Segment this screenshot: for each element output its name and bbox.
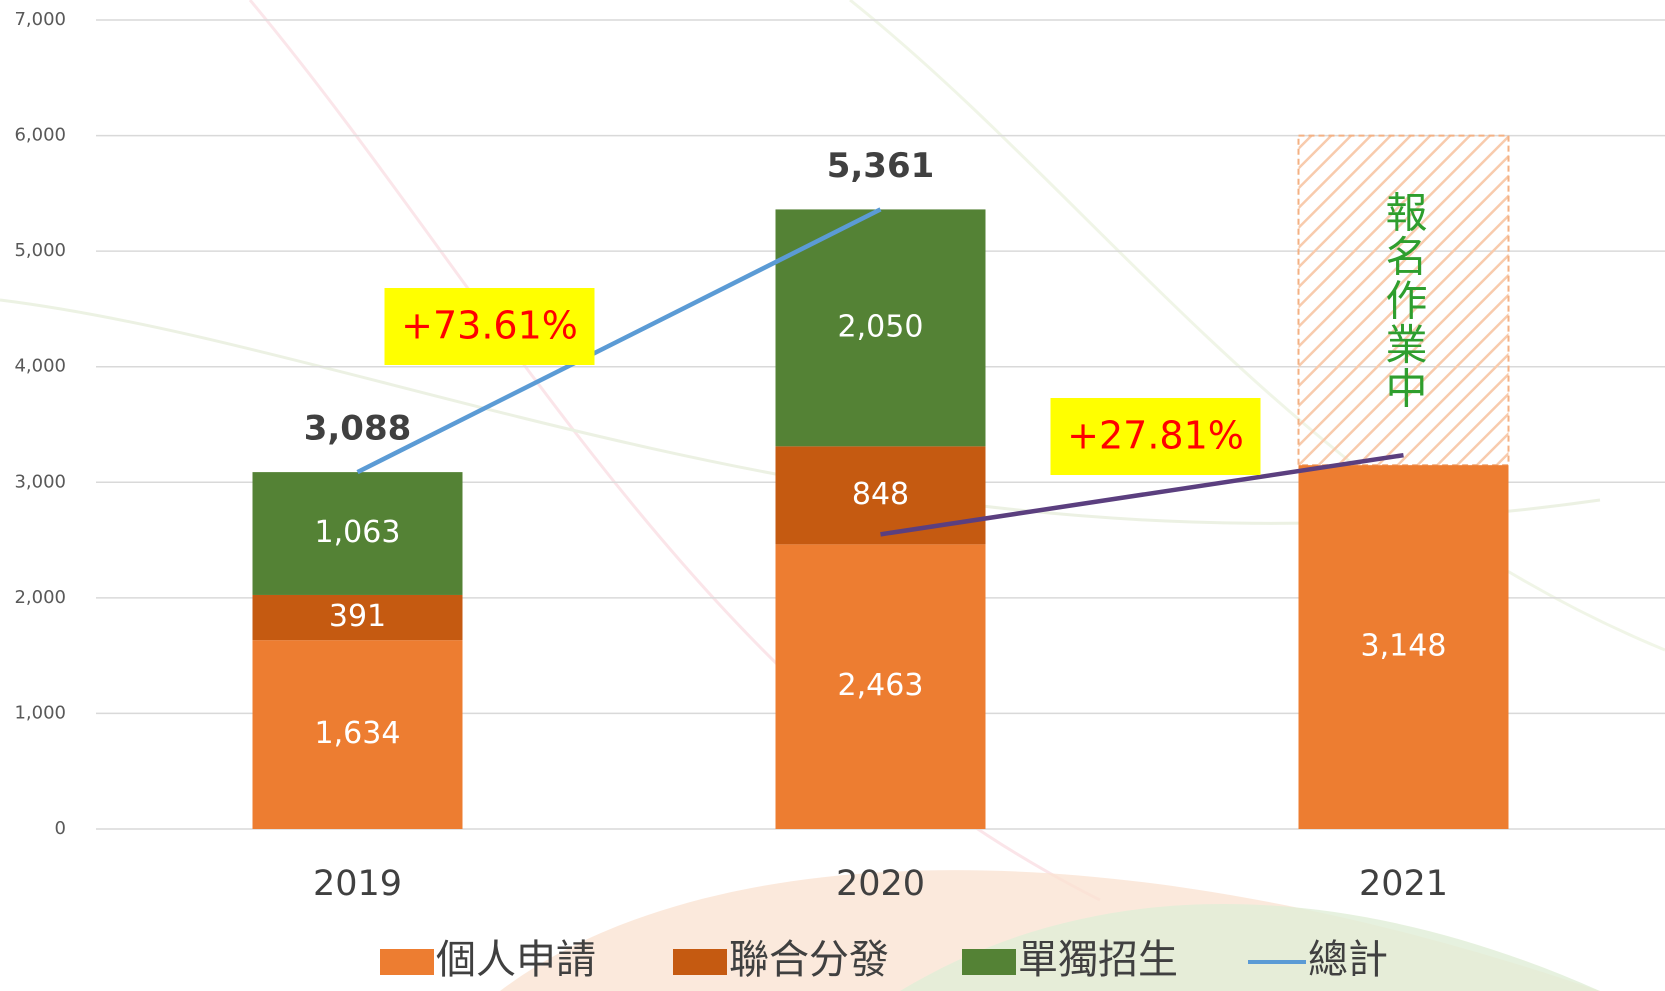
x-tick-label: 2020 (836, 864, 925, 904)
legend-label: 聯合分發 (729, 937, 889, 983)
total-label: 3,088 (304, 409, 412, 449)
data-label: 391 (329, 599, 386, 634)
data-label: 2,463 (838, 668, 924, 703)
annotation-label: +73.61% (401, 304, 578, 348)
annotation-label: +27.81% (1067, 414, 1244, 458)
legend-marker (962, 949, 1016, 975)
legend-label: 單獨招生 (1018, 937, 1178, 983)
chart: 0 1,000 2,000 3,000 4,000 5,000 6,000 7,000 2019… (0, 0, 1665, 991)
y-tick-label: 1,000 (14, 702, 66, 723)
data-label: 1,063 (315, 515, 401, 550)
legend-label: 總計 (1308, 937, 1388, 983)
y-tick-label: 7,000 (14, 9, 66, 30)
legend-label: 個人申請 (436, 937, 596, 983)
y-tick-label: 6,000 (14, 125, 66, 146)
data-label: 2,050 (838, 309, 924, 344)
y-tick-label: 4,000 (14, 356, 66, 377)
legend-marker (673, 949, 727, 975)
data-label: 848 (852, 477, 909, 512)
pending-label: 報名作業中 (1379, 190, 1428, 410)
total-label: 5,361 (827, 146, 935, 186)
y-tick-label: 0 (55, 818, 66, 839)
x-tick-label: 2021 (1359, 864, 1448, 904)
data-label: 3,148 (1361, 629, 1447, 664)
y-tick-label: 2,000 (14, 587, 66, 608)
x-tick-label: 2019 (313, 864, 402, 904)
y-tick-label: 3,000 (14, 471, 66, 492)
legend-marker (380, 949, 434, 975)
data-label: 1,634 (315, 716, 401, 751)
y-tick-label: 5,000 (14, 240, 66, 261)
